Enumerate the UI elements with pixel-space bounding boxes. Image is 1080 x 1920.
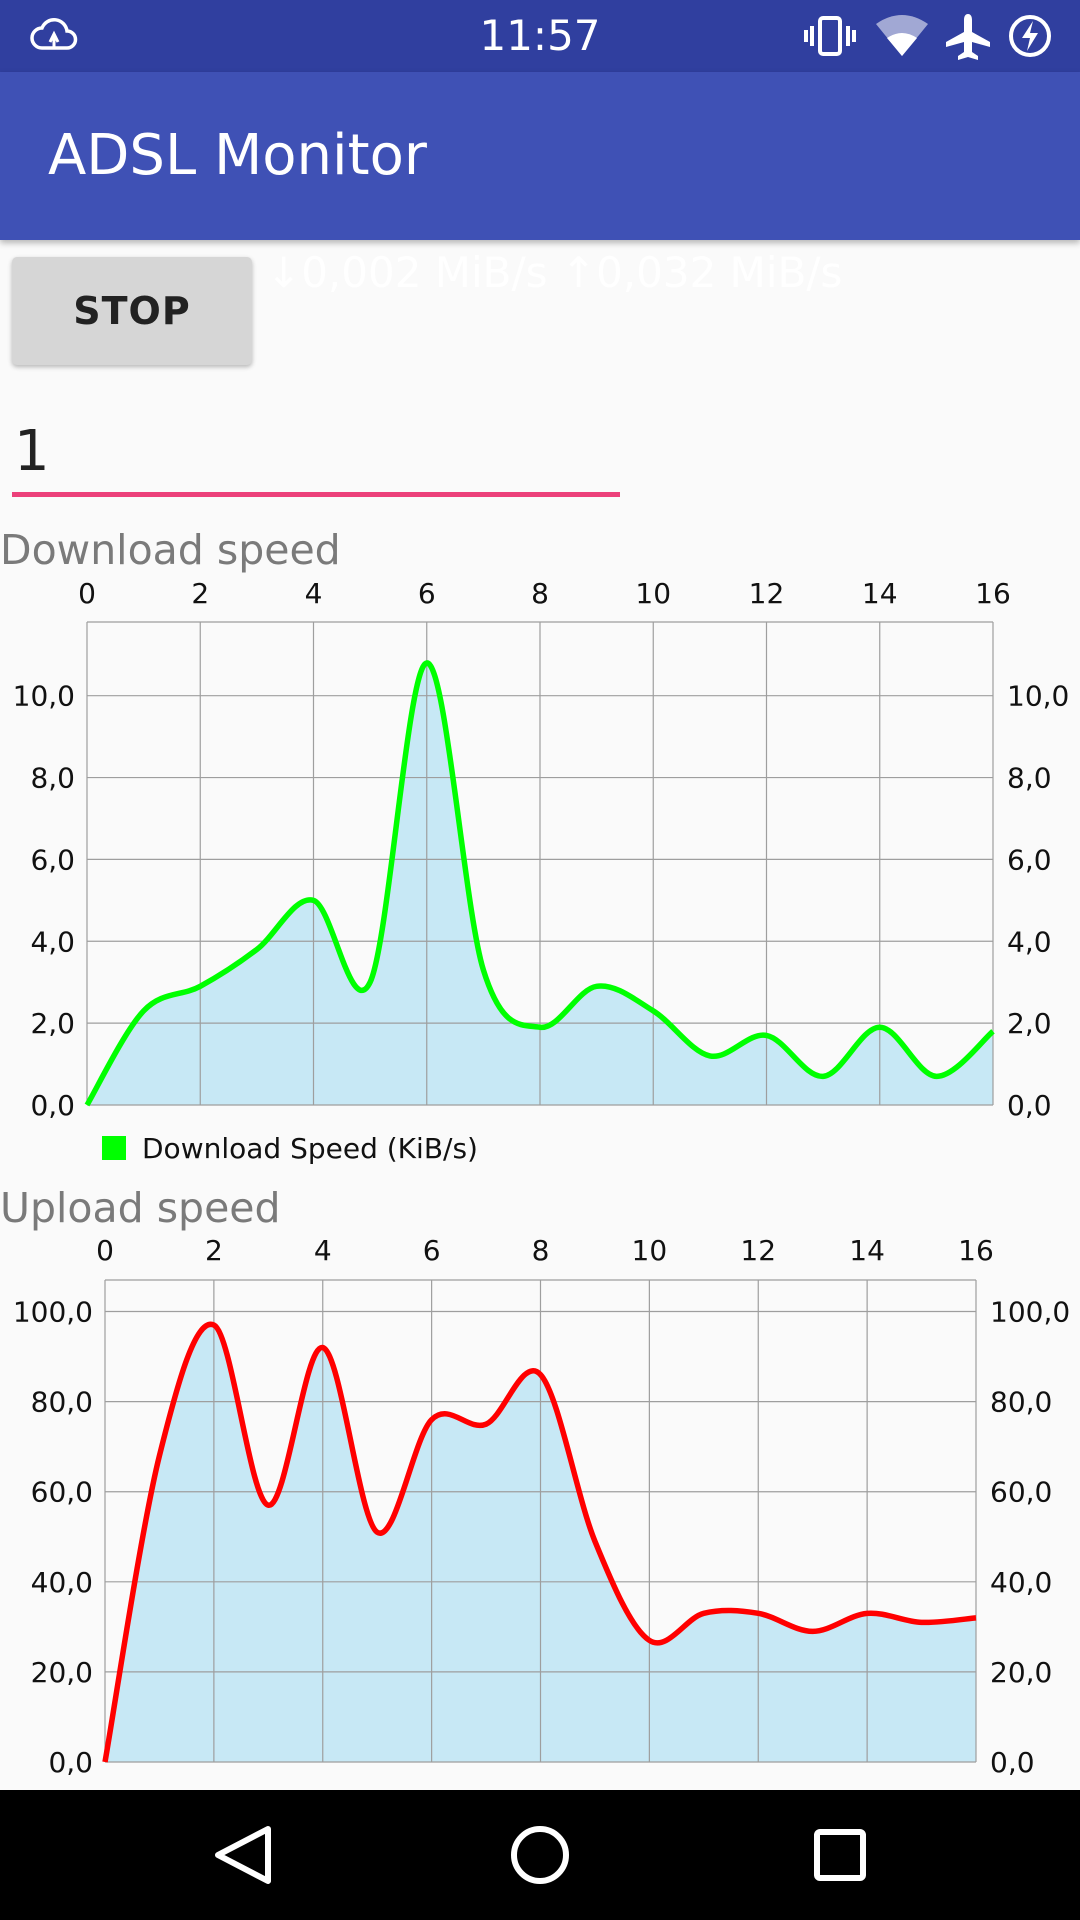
upload-chart-y-tick-label-right: 20,0 bbox=[990, 1656, 1052, 1689]
upload-chart-x-tick-label: 14 bbox=[849, 1234, 885, 1267]
download-chart-title: Download speed bbox=[0, 526, 341, 574]
download-chart-y-tick-label-right: 2,0 bbox=[1007, 1007, 1052, 1040]
download-chart-y-tick-label-left: 4,0 bbox=[30, 925, 75, 958]
download-chart-x-tick-label: 12 bbox=[749, 577, 785, 610]
download-chart-y-tick-label-right: 0,0 bbox=[1007, 1089, 1052, 1122]
status-bar: 11:57 bbox=[0, 0, 1080, 72]
upload-chart-y-tick-label-right: 0,0 bbox=[990, 1746, 1035, 1779]
navigation-bar bbox=[0, 1790, 1080, 1920]
download-chart-y-tick-label-left: 8,0 bbox=[30, 762, 75, 795]
upload-chart-y-tick-label-right: 40,0 bbox=[990, 1566, 1052, 1599]
download-chart-x-tick-label: 16 bbox=[975, 577, 1011, 610]
upload-chart: 0 2 4 6 8 10 12 14 16 0,0 0,0 20,0 20,0 40,0 40,0 60,0 6… bbox=[13, 1234, 1070, 1779]
download-chart-y-tick-label-right: 4,0 bbox=[1007, 925, 1052, 958]
upload-chart-x-tick-label: 10 bbox=[632, 1234, 668, 1267]
upload-chart-grid bbox=[104, 1279, 977, 1763]
download-chart-x-tick-label: 14 bbox=[862, 577, 898, 610]
upload-chart-y-tick-label-left: 100,0 bbox=[13, 1296, 93, 1329]
app-title: ADSL Monitor bbox=[48, 123, 427, 188]
upload-chart-line bbox=[102, 1321, 977, 1763]
download-chart: 0 2 4 6 8 10 12 14 16 0,0 0,0 2,0 2,0 4,0 4,0 6,0 6,0 8,0… bbox=[13, 577, 1070, 1165]
download-chart-y-tick-label-right: 8,0 bbox=[1007, 762, 1052, 795]
back-icon[interactable] bbox=[192, 1815, 292, 1895]
download-chart-y-tick-label-left: 10,0 bbox=[13, 680, 75, 713]
download-chart-x-tick-label: 10 bbox=[635, 577, 671, 610]
upload-chart-x-tick-label: 8 bbox=[532, 1234, 550, 1267]
download-chart-legend-label: Download Speed (KiB/s) bbox=[142, 1132, 478, 1165]
download-chart-x-tick-label: 4 bbox=[305, 577, 323, 610]
upload-chart-x-tick-label: 2 bbox=[205, 1234, 223, 1267]
recents-icon[interactable] bbox=[790, 1815, 890, 1895]
stop-button[interactable]: STOP bbox=[12, 257, 252, 365]
vibrate-icon bbox=[804, 16, 856, 56]
download-chart-y-tick-label-left: 2,0 bbox=[30, 1007, 75, 1040]
upload-chart-x-tick-label: 16 bbox=[958, 1234, 994, 1267]
download-chart-legend-swatch bbox=[102, 1136, 126, 1160]
download-chart-y-tick-label-left: 0,0 bbox=[30, 1089, 75, 1122]
upload-chart-x-tick-label: 4 bbox=[314, 1234, 332, 1267]
upload-speed-readout: ↑0,032 MiB/s bbox=[560, 248, 843, 297]
airplane-icon bbox=[946, 14, 990, 60]
upload-chart-y-tick-label-left: 40,0 bbox=[31, 1566, 93, 1599]
upload-chart-y-tick-label-right: 100,0 bbox=[990, 1296, 1070, 1329]
wifi-icon bbox=[876, 15, 928, 56]
upload-chart-y-tick-label-left: 20,0 bbox=[31, 1656, 93, 1689]
speed-readout: ↓0,002 MiB/s ↑0,032 MiB/s bbox=[266, 248, 842, 297]
upload-chart-x-tick-label: 0 bbox=[96, 1234, 114, 1267]
download-chart-y-tick-label-right: 6,0 bbox=[1007, 843, 1052, 876]
interval-input[interactable] bbox=[12, 410, 620, 497]
download-chart-y-tick-label-right: 10,0 bbox=[1007, 680, 1069, 713]
download-chart-x-tick-label: 6 bbox=[418, 577, 436, 610]
download-chart-x-tick-label: 8 bbox=[531, 577, 549, 610]
upload-chart-x-tick-label: 12 bbox=[740, 1234, 776, 1267]
status-time: 11:57 bbox=[479, 11, 601, 60]
upload-chart-y-tick-label-right: 60,0 bbox=[990, 1476, 1052, 1509]
battery-charging-icon bbox=[1009, 15, 1051, 57]
upload-chart-x-tick-label: 6 bbox=[423, 1234, 441, 1267]
download-chart-x-tick-label: 0 bbox=[78, 577, 96, 610]
download-speed-readout: ↓0,002 MiB/s bbox=[266, 248, 548, 297]
cloud-sync-icon bbox=[30, 18, 78, 50]
upload-chart-title: Upload speed bbox=[0, 1184, 281, 1232]
download-chart-y-tick-label-left: 6,0 bbox=[30, 843, 75, 876]
download-chart-x-tick-label: 2 bbox=[191, 577, 209, 610]
app-bar: ADSL Monitor bbox=[0, 72, 1080, 240]
upload-chart-y-tick-label-left: 80,0 bbox=[31, 1386, 93, 1419]
download-chart-line bbox=[84, 660, 995, 1107]
upload-chart-y-tick-label-left: 60,0 bbox=[31, 1476, 93, 1509]
home-icon[interactable] bbox=[490, 1815, 590, 1895]
upload-chart-y-tick-label-left: 0,0 bbox=[48, 1746, 93, 1779]
upload-chart-y-tick-label-right: 80,0 bbox=[990, 1386, 1052, 1419]
